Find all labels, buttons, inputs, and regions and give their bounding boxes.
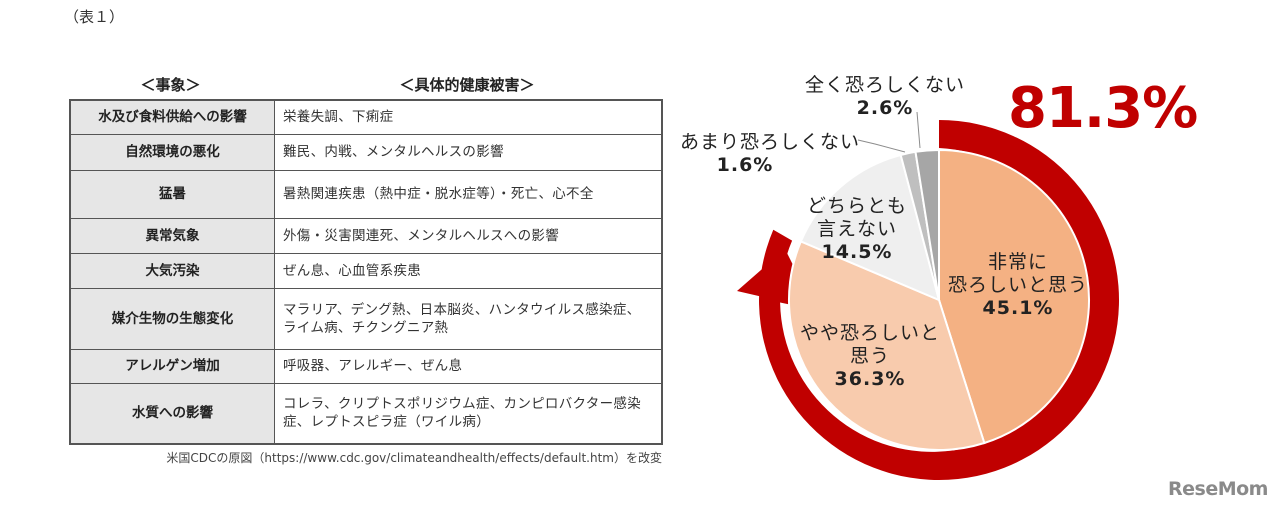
- table-row: 異常気象 外傷・災害関連死、メンタルヘルスへの影響: [69, 217, 663, 254]
- label-pct: 36.3%: [834, 368, 906, 390]
- source-note: 米国CDCの原図（https://www.cdc.gov/climateandh…: [166, 451, 662, 465]
- label-text: 思う: [849, 345, 890, 367]
- harm-cell: 難民、内戦、メンタルヘルスの影響: [274, 133, 663, 171]
- label-text: 恐ろしいと思う: [947, 274, 1088, 296]
- label-very: 非常に 恐ろしいと思う 45.1%: [943, 251, 1093, 320]
- leader-line-not-much: [857, 139, 906, 153]
- label-text: やや恐ろしいと: [799, 322, 940, 344]
- health-impact-table: 水及び食料供給への影響 栄養失調、下痢症 自然環境の悪化 難民、内戦、メンタルヘ…: [69, 99, 663, 445]
- event-cell: 水質への影響: [69, 382, 275, 445]
- column-header-harm: ＜具体的健康被害＞: [399, 76, 535, 94]
- harm-cell: 呼吸器、アレルギー、ぜん息: [274, 348, 663, 384]
- column-header-event: ＜事象＞: [140, 76, 201, 94]
- event-cell: 媒介生物の生態変化: [69, 287, 275, 350]
- table-row: 自然環境の悪化 難民、内戦、メンタルヘルスの影響: [69, 133, 663, 171]
- label-text: 全く恐ろしくない: [804, 74, 965, 96]
- harm-cell: コレラ、クリプトスポリジウム症、カンピロバクター感染症、レプトスピラ症（ワイル病…: [274, 382, 663, 445]
- harm-cell: 暑熱関連疾患（熱中症・脱水症等）・死亡、心不全: [274, 169, 663, 219]
- resemom-logo: ReseMom: [1168, 478, 1268, 500]
- table-row: 大気汚染 ぜん息、心血管系疾患: [69, 252, 663, 289]
- label-somewhat: やや恐ろしいと 思う 36.3%: [795, 322, 945, 391]
- slice-not-at-all: [914, 148, 940, 301]
- total-percentage: 81.3%: [1008, 76, 1198, 141]
- label-text: どちらとも: [806, 195, 907, 217]
- table-row: 水及び食料供給への影響 栄養失調、下痢症: [69, 99, 663, 135]
- label-neither: どちらとも 言えない 14.5%: [792, 195, 922, 264]
- slice-very-scared: [938, 148, 1090, 445]
- label-not-at-all: 全く恐ろしくない 2.6%: [795, 74, 975, 120]
- event-cell: 自然環境の悪化: [69, 133, 275, 171]
- table-row: アレルゲン増加 呼吸器、アレルギー、ぜん息: [69, 348, 663, 384]
- label-pct: 1.6%: [716, 154, 774, 176]
- label-pct: 2.6%: [856, 97, 914, 119]
- harm-cell: 外傷・災害関連死、メンタルヘルスへの影響: [274, 217, 663, 254]
- harm-cell: マラリア、デング熱、日本脳炎、ハンタウイルス感染症、ライム病、チクングニア熱: [274, 287, 663, 350]
- table-row: 水質への影響 コレラ、クリプトスポリジウム症、カンピロバクター感染症、レプトスピ…: [69, 382, 663, 445]
- label-text: 非常に: [987, 251, 1048, 273]
- table-row: 媒介生物の生態変化 マラリア、デング熱、日本脳炎、ハンタウイルス感染症、ライム病…: [69, 287, 663, 350]
- table-caption: （表１）: [64, 8, 125, 26]
- slice-neither: [799, 153, 941, 302]
- leader-line-not-at-all: [916, 111, 921, 149]
- label-not-much: あまり恐ろしくない 1.6%: [672, 131, 868, 177]
- event-cell: 猛暑: [69, 169, 275, 219]
- event-cell: 大気汚染: [69, 252, 275, 289]
- label-pct: 45.1%: [982, 297, 1054, 319]
- harm-cell: 栄養失調、下痢症: [274, 99, 663, 135]
- label-text: 言えない: [816, 218, 897, 240]
- label-pct: 14.5%: [821, 241, 893, 263]
- label-text: あまり恐ろしくない: [679, 131, 860, 153]
- slice-somewhat-scared: [787, 240, 986, 451]
- harm-cell: ぜん息、心血管系疾患: [274, 252, 663, 289]
- table-row: 猛暑 暑熱関連疾患（熱中症・脱水症等）・死亡、心不全: [69, 169, 663, 219]
